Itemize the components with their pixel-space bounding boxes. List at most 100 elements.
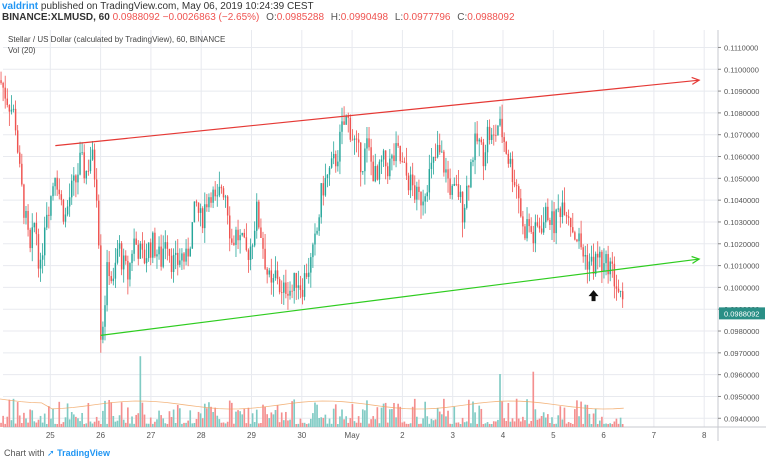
candle-body — [594, 253, 597, 275]
candle-body — [574, 232, 576, 240]
candle-body — [37, 234, 40, 269]
volume-bar — [463, 422, 466, 427]
candle-body — [324, 177, 327, 196]
candle-body — [588, 261, 591, 270]
volume-bar — [420, 423, 422, 427]
candle-body — [418, 186, 420, 192]
candle-body — [210, 197, 212, 203]
volume-bar — [272, 414, 275, 427]
candle-body — [2, 82, 4, 88]
high-label: H: — [330, 12, 341, 23]
volume-bar — [305, 423, 308, 427]
low-value: 0.0977796 — [403, 12, 451, 23]
candle-body — [349, 117, 352, 140]
volume-bar — [280, 412, 283, 427]
candles — [0, 71, 624, 353]
candle-body — [145, 258, 148, 264]
candle-body — [54, 177, 56, 187]
candle-body — [10, 109, 13, 112]
volume-bar — [399, 406, 402, 427]
candle-body — [405, 162, 408, 176]
price-tick-label: 0.1000000 — [724, 283, 759, 292]
volume-bar — [114, 421, 117, 427]
volume-bar — [598, 420, 601, 427]
volume-bar — [345, 416, 347, 427]
volume-bar — [326, 423, 329, 427]
time-tick-label: 5 — [551, 431, 556, 440]
candle-body — [391, 155, 393, 159]
candle-body — [260, 227, 262, 239]
candle-body — [75, 175, 77, 183]
price-tick-label: 0.1030000 — [724, 218, 759, 227]
volume-bar — [133, 423, 135, 427]
candle-body — [187, 248, 189, 257]
volume-bar — [551, 417, 553, 427]
volume-bar — [484, 423, 487, 427]
volume-bar — [443, 398, 445, 427]
volume-bar — [206, 408, 208, 427]
candle-body — [25, 210, 27, 218]
candle-body — [430, 162, 433, 169]
price-tick-label: 0.0980000 — [724, 327, 759, 336]
close-value: 0.0988092 — [467, 12, 515, 23]
candle-body — [95, 179, 98, 201]
candle-body — [370, 147, 372, 162]
candle-body — [23, 184, 25, 218]
volume-bar — [559, 406, 562, 427]
volume-bar — [64, 417, 67, 427]
volume-bar — [451, 423, 454, 427]
candle-body — [150, 242, 152, 258]
volume-bar — [524, 420, 526, 427]
candle-body — [291, 290, 293, 292]
time-tick-label: 29 — [247, 431, 256, 440]
candle-body — [239, 235, 241, 241]
volume-bar — [285, 411, 287, 427]
volume-bar — [513, 421, 516, 427]
candle-body — [414, 185, 416, 200]
candle-body — [21, 163, 23, 185]
candle-body — [463, 207, 466, 223]
candle-body — [592, 256, 595, 275]
volume-bar — [372, 416, 375, 427]
candle-body — [495, 135, 497, 137]
volume-bar — [376, 407, 379, 427]
time-tick-label: 2 — [400, 431, 405, 440]
candle-body — [389, 158, 391, 177]
candle-body — [482, 142, 485, 167]
volume-bar — [172, 409, 175, 427]
volume-bar — [386, 422, 389, 427]
volume-bar — [124, 422, 127, 427]
candle-body — [555, 209, 557, 234]
volume-bar — [584, 404, 587, 427]
candle-body — [204, 204, 206, 229]
price-tick-label: 0.1090000 — [724, 87, 759, 96]
candle-body — [62, 199, 65, 222]
candle-body — [339, 131, 341, 162]
candle-body — [393, 155, 395, 162]
volume-bar — [154, 421, 156, 427]
volume-bar — [251, 413, 254, 427]
arrow-up-icon — [588, 290, 599, 302]
volume-bar — [241, 414, 244, 427]
volume-bar — [35, 422, 38, 427]
tradingview-brand[interactable]: TradingView — [57, 448, 110, 458]
candle-body — [449, 178, 451, 195]
candle-body — [133, 238, 135, 254]
current-price-label: 0.0988092 — [724, 309, 759, 318]
volume-bar — [411, 406, 414, 427]
volume-bar — [193, 423, 196, 427]
author-name[interactable]: valdrint — [2, 1, 39, 12]
candle-body — [249, 246, 252, 260]
candle-body — [303, 273, 306, 297]
volume-bar — [0, 422, 2, 427]
candle-body — [459, 191, 462, 198]
volume-bar — [555, 423, 557, 427]
volume-bar — [151, 423, 154, 427]
price-tick-label: 0.1080000 — [724, 109, 759, 118]
candle-body — [237, 229, 239, 241]
volume-bar — [235, 411, 237, 427]
candle-body — [73, 175, 75, 181]
candle-body — [426, 192, 428, 197]
volume-bar — [104, 400, 106, 427]
